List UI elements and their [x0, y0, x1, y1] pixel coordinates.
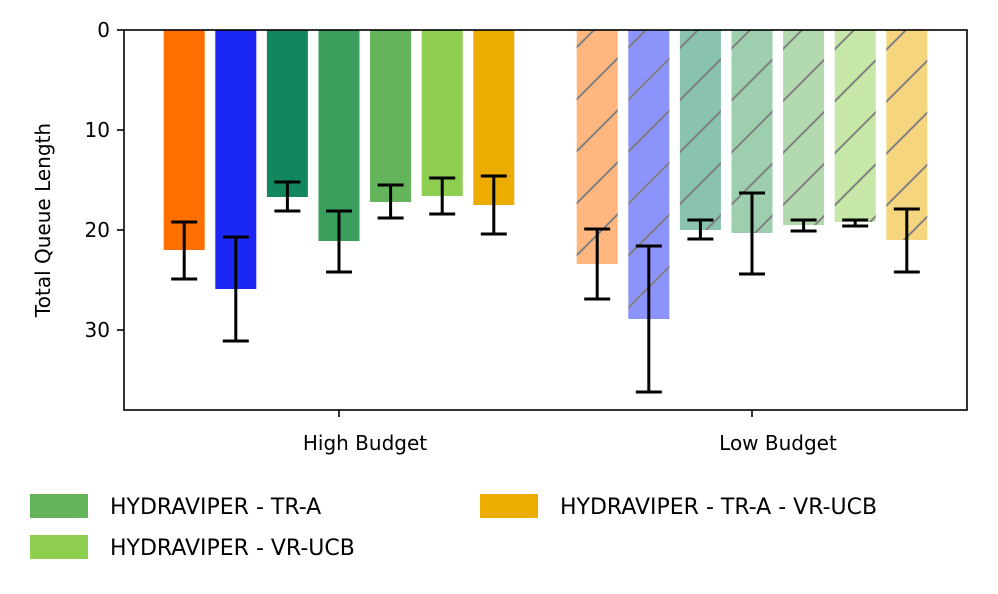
- plot-frame: [123, 29, 968, 411]
- bar-hatch-overlay: [679, 30, 721, 230]
- legend-swatch: [480, 494, 538, 518]
- y-axis-title: Total Queue Length: [31, 123, 55, 318]
- bar-high-budget-series-4: [318, 30, 360, 241]
- legend-label: HYDRAVIPER - TR-A: [110, 495, 321, 520]
- bar-high-budget-series-5: [370, 30, 412, 202]
- bar-high-budget-series-6: [421, 30, 463, 196]
- y-axis: 0 10 20 30: [85, 18, 124, 342]
- bar-hatch-overlay: [886, 30, 928, 240]
- x-tick-label: Low Budget: [719, 431, 837, 455]
- legend-label: HYDRAVIPER - TR-A - VR-UCB: [560, 495, 877, 520]
- bar-high-budget-series-1: [163, 30, 205, 250]
- y-tick-label: 10: [85, 118, 110, 142]
- bar-hatch-overlay: [783, 30, 825, 225]
- bar-hatch-overlay: [834, 30, 876, 222]
- legend-swatch: [30, 535, 88, 559]
- legend-label: HYDRAVIPER - VR-UCB: [110, 536, 355, 561]
- bars-layer: [163, 30, 928, 319]
- bar-hatch-overlay: [576, 30, 618, 264]
- y-tick-label: 20: [85, 218, 110, 242]
- x-tick-label: High Budget: [303, 431, 427, 455]
- y-tick-label: 30: [85, 318, 110, 342]
- legend: HYDRAVIPER - TR-A HYDRAVIPER - VR-UCB HYDR…: [30, 494, 877, 561]
- errorbars-layer: [171, 174, 920, 394]
- y-tick-label: 0: [97, 18, 110, 42]
- bar-high-budget-series-3: [266, 30, 308, 197]
- legend-swatch: [30, 494, 88, 518]
- x-axis: High Budget Low Budget: [303, 410, 837, 455]
